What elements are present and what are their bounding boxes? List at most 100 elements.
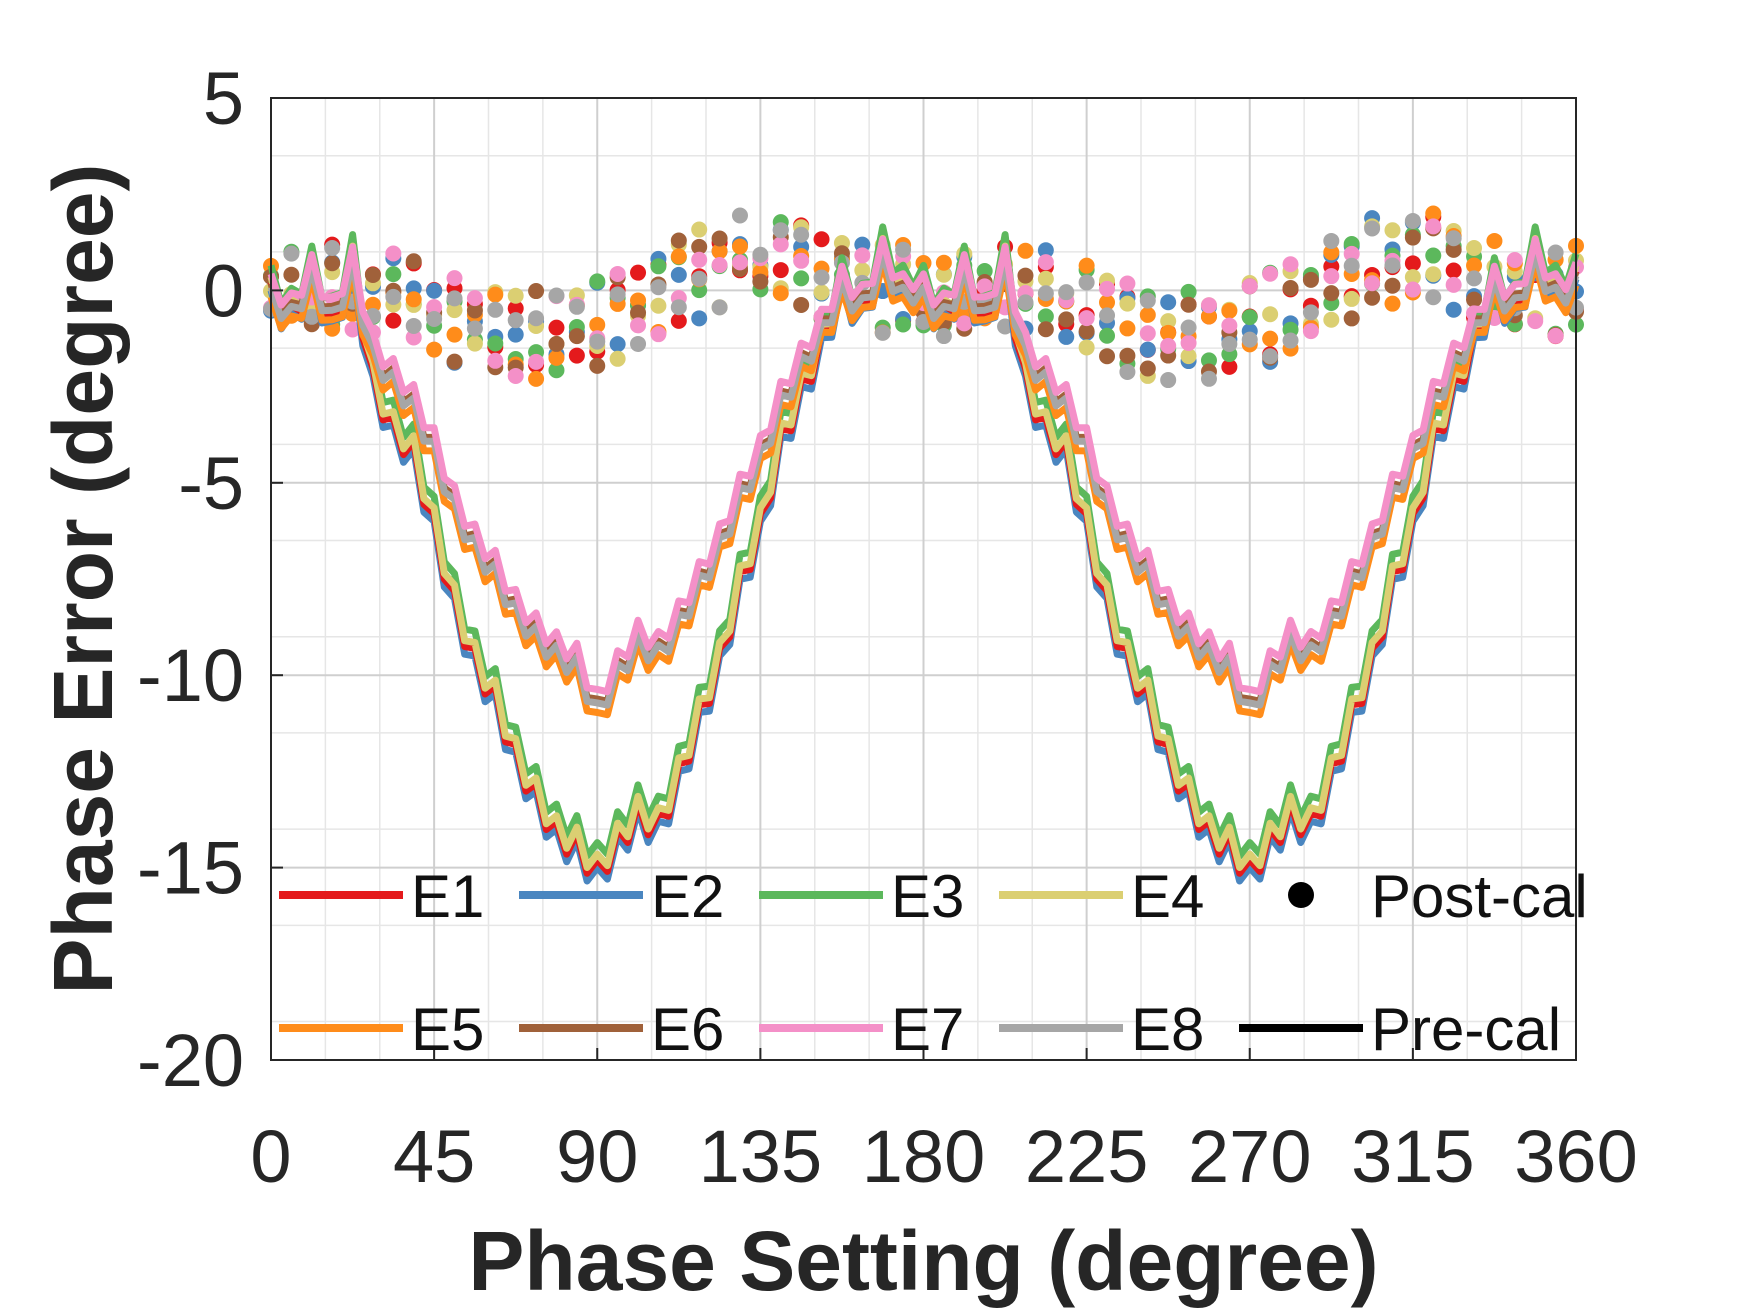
post-cal-point-e6	[793, 296, 810, 313]
post-cal-point-e4	[1384, 222, 1401, 239]
post-cal-point-e2	[1058, 328, 1075, 345]
post-cal-point-e1	[670, 312, 687, 329]
post-cal-point-e4	[1078, 339, 1095, 356]
post-cal-point-e8	[1180, 319, 1197, 336]
post-cal-point-e6	[1180, 296, 1197, 313]
post-cal-point-e8	[1058, 284, 1075, 301]
post-cal-point-e1	[385, 312, 402, 329]
post-cal-point-e6	[670, 232, 687, 249]
post-cal-point-e3	[385, 266, 402, 283]
post-cal-point-e7	[956, 315, 973, 332]
post-cal-point-e1	[1404, 255, 1421, 272]
post-cal-point-e8	[1466, 270, 1483, 287]
post-cal-point-e7	[1139, 325, 1156, 342]
y-tick-label: 0	[203, 249, 244, 332]
post-cal-point-e6	[1282, 280, 1299, 297]
post-cal-point-e8	[426, 310, 443, 327]
post-cal-point-e4	[1180, 348, 1197, 365]
post-cal-point-e8	[1241, 331, 1258, 348]
post-cal-point-e2	[1445, 301, 1462, 318]
post-cal-point-e6	[405, 253, 422, 270]
x-tick-label: 0	[250, 1115, 291, 1198]
post-cal-point-e7	[1160, 337, 1177, 354]
post-cal-point-e3	[1425, 247, 1442, 264]
post-cal-point-e3	[487, 335, 504, 352]
post-cal-point-e4	[1466, 240, 1483, 257]
post-cal-point-e6	[446, 353, 463, 370]
post-cal-point-e5	[1160, 324, 1177, 341]
post-cal-point-e5	[630, 292, 647, 309]
post-cal-point-e4	[507, 287, 524, 304]
post-cal-point-e5	[1486, 232, 1503, 249]
post-cal-point-e7	[731, 254, 748, 271]
post-cal-point-e3	[548, 362, 565, 379]
x-tick-label: 45	[393, 1115, 475, 1198]
post-cal-point-e2	[1037, 242, 1054, 259]
post-cal-point-e6	[528, 283, 545, 300]
post-cal-point-e6	[1364, 289, 1381, 306]
post-cal-point-e1	[772, 262, 789, 279]
post-cal-point-e3	[1037, 308, 1054, 325]
post-cal-point-e3	[793, 270, 810, 287]
post-cal-point-e5	[670, 248, 687, 265]
post-cal-point-e8	[507, 312, 524, 329]
post-cal-point-e7	[1221, 317, 1238, 334]
post-cal-point-e4	[935, 266, 952, 283]
post-cal-point-e7	[1445, 276, 1462, 293]
post-cal-point-e6	[752, 273, 769, 290]
post-cal-point-e2	[670, 266, 687, 283]
post-cal-point-e7	[1078, 310, 1095, 327]
post-cal-point-e8	[752, 246, 769, 263]
post-cal-point-e2	[426, 282, 443, 299]
x-tick-label: 270	[1188, 1115, 1311, 1198]
post-cal-point-e8	[1017, 294, 1034, 311]
post-cal-point-e5	[589, 316, 606, 333]
post-cal-point-e1	[1221, 358, 1238, 375]
post-cal-point-e8	[487, 301, 504, 318]
post-cal-point-e7	[405, 329, 422, 346]
post-cal-point-e7	[691, 251, 708, 268]
post-cal-point-e6	[324, 255, 341, 272]
post-cal-point-e7	[1241, 278, 1258, 295]
post-cal-point-e2	[1139, 341, 1156, 358]
post-cal-point-e5	[528, 370, 545, 387]
post-cal-point-e4	[1037, 270, 1054, 287]
post-cal-point-e5	[426, 341, 443, 358]
y-axis-title: Phase Error (degree)	[36, 164, 130, 995]
post-cal-point-e7	[1343, 245, 1360, 262]
post-cal-point-e8	[711, 299, 728, 316]
post-cal-point-e5	[1425, 205, 1442, 222]
post-cal-point-e8	[1282, 332, 1299, 349]
post-cal-point-e2	[691, 310, 708, 327]
post-cal-point-e6	[711, 230, 728, 247]
post-cal-point-e8	[650, 279, 667, 296]
post-cal-point-e4	[466, 335, 483, 352]
post-cal-point-e7	[1099, 280, 1116, 297]
post-cal-point-e6	[466, 302, 483, 319]
post-cal-point-e7	[854, 247, 871, 264]
post-cal-point-e8	[1078, 274, 1095, 291]
post-cal-point-e7	[385, 245, 402, 262]
post-cal-point-e8	[935, 328, 952, 345]
axis-ticks: 0 45 90 135 180 225 270 315 360 5 0 -5 -10 -15 -20	[137, 57, 1638, 1198]
post-cal-point-e5	[487, 286, 504, 303]
y-tick-label: 5	[203, 57, 244, 140]
post-cal-point-e6	[1078, 323, 1095, 340]
y-tick-label: -10	[137, 634, 244, 717]
post-cal-point-e8	[731, 207, 748, 224]
y-tick-label: -5	[178, 442, 244, 525]
post-cal-point-e8	[1037, 285, 1054, 302]
post-cal-point-e5	[1466, 257, 1483, 274]
post-cal-point-e6	[1343, 310, 1360, 327]
post-cal-point-e8	[1343, 257, 1360, 274]
post-cal-point-e4	[1119, 295, 1136, 312]
post-cal-point-e6	[283, 266, 300, 283]
post-cal-point-e7	[426, 299, 443, 316]
post-cal-point-e6	[1139, 360, 1156, 377]
post-cal-point-e7	[1527, 313, 1544, 330]
post-cal-point-e3	[1241, 309, 1258, 326]
post-cal-point-e7	[487, 352, 504, 369]
post-cal-point-e6	[568, 328, 585, 345]
post-cal-point-e7	[793, 252, 810, 269]
